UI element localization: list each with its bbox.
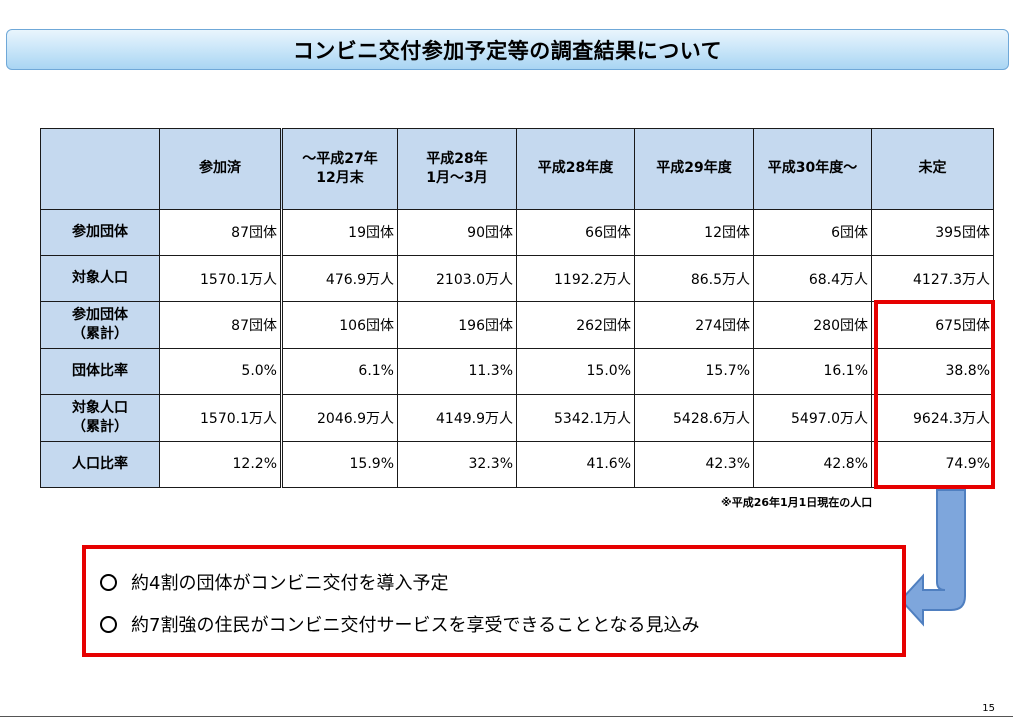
- footnote: ※平成26年1月1日現在の人口: [721, 496, 873, 509]
- table-cell: 5.0%: [159, 347, 282, 396]
- table-cell: 41.6%: [516, 440, 635, 489]
- table-cell: 86.5万人: [634, 255, 754, 303]
- table-cell: 1192.2万人: [516, 255, 635, 303]
- row-header: 参加団体 （累計）: [40, 301, 160, 349]
- footer-divider: [0, 716, 1013, 717]
- table-cell: 5497.0万人: [753, 394, 872, 442]
- row-header-line: （累計）: [72, 418, 128, 435]
- col-header: 平成28年度: [516, 128, 635, 210]
- circle-bullet-icon: [100, 615, 117, 633]
- title-bar: コンビニ交付参加予定等の調査結果について: [6, 29, 1009, 70]
- highlight-box-undecided: [874, 300, 995, 489]
- row-header: 対象人口 （累計）: [40, 394, 160, 442]
- table-cell: 2046.9万人: [280, 394, 398, 442]
- down-left-arrow-icon: [899, 489, 966, 627]
- table-cell: 11.3%: [397, 347, 517, 396]
- table-cell: 2103.0万人: [397, 255, 517, 303]
- survey-table: 参加済 ～平成27年 12月末 平成28年 1月～3月 平成28年度 平成29年…: [40, 128, 994, 489]
- table-cell: 42.8%: [753, 440, 872, 489]
- page-number: 15: [982, 703, 995, 714]
- table-cell: 12.2%: [159, 440, 282, 489]
- row-header-line: 参加団体: [72, 223, 128, 240]
- col-header: 平成30年度～: [753, 128, 872, 210]
- table-cell: 106団体: [280, 301, 398, 349]
- row-header: 団体比率: [40, 347, 160, 396]
- table-row: 参加団体 （累計） 87団体 106団体 196団体 262団体 274団体 280団体 675…: [40, 301, 994, 349]
- row-header: 参加団体: [40, 208, 160, 257]
- row-header-line: 人口比率: [72, 455, 128, 472]
- table-cell: 280団体: [753, 301, 872, 349]
- table-cell: 15.9%: [280, 440, 398, 489]
- table-cell: 87団体: [159, 301, 282, 349]
- table-cell: 68.4万人: [753, 255, 872, 303]
- table-row: 人口比率 12.2% 15.9% 32.3% 41.6% 42.3% 42.8% 74.9%: [40, 440, 994, 489]
- table-row: 対象人口 1570.1万人 476.9万人 2103.0万人 1192.2万人 86.5万…: [40, 255, 994, 303]
- table-row: 団体比率 5.0% 6.1% 11.3% 15.0% 15.7% 16.1% 38.8%: [40, 347, 994, 396]
- col-header-line: ～平成27年: [302, 150, 378, 167]
- table-cell: 274団体: [634, 301, 754, 349]
- col-header-line: 1月～3月: [426, 169, 488, 186]
- table-cell: 12団体: [634, 208, 754, 257]
- table-cell: 15.7%: [634, 347, 754, 396]
- col-header: 平成29年度: [634, 128, 754, 210]
- table-cell: 74.9%: [871, 440, 994, 489]
- summary-item: 約4割の団体がコンビニ交付を導入予定: [100, 569, 448, 595]
- col-header: 参加済: [159, 128, 282, 210]
- table-cell: 5342.1万人: [516, 394, 635, 442]
- table-cell: 196団体: [397, 301, 517, 349]
- corner-cell: [40, 128, 160, 210]
- table-cell: 1570.1万人: [159, 255, 282, 303]
- summary-item: 約7割強の住民がコンビニ交付サービスを享受できることとなる見込み: [100, 611, 700, 637]
- table-row: 対象人口 （累計） 1570.1万人 2046.9万人 4149.9万人 5342.1万人…: [40, 394, 994, 442]
- table-cell: 6団体: [753, 208, 872, 257]
- row-header: 対象人口: [40, 255, 160, 303]
- table-cell: 90団体: [397, 208, 517, 257]
- col-header: ～平成27年 12月末: [280, 128, 398, 210]
- circle-bullet-icon: [100, 573, 117, 591]
- table-cell: 5428.6万人: [634, 394, 754, 442]
- row-header: 人口比率: [40, 440, 160, 489]
- summary-text: 約7割強の住民がコンビニ交付サービスを享受できることとなる見込み: [131, 615, 700, 636]
- table-cell: 87団体: [159, 208, 282, 257]
- col-header-line: 平成28年: [426, 150, 488, 167]
- table-cell: 262団体: [516, 301, 635, 349]
- table-cell: 4149.9万人: [397, 394, 517, 442]
- col-header: 平成28年 1月～3月: [397, 128, 517, 210]
- summary-text: 約4割の団体がコンビニ交付を導入予定: [131, 573, 449, 594]
- table-body: 参加団体 87団体 19団体 90団体 66団体 12団体 6団体 395団体 対象人口 1570…: [40, 208, 994, 489]
- table-cell: 19団体: [280, 208, 398, 257]
- row-header-line: （累計）: [72, 326, 128, 343]
- row-header-line: 対象人口: [72, 270, 128, 287]
- table-cell: 32.3%: [397, 440, 517, 489]
- table-cell: 4127.3万人: [871, 255, 994, 303]
- table-cell: 476.9万人: [280, 255, 398, 303]
- summary-box: 約4割の団体がコンビニ交付を導入予定 約7割強の住民がコンビニ交付サービスを享受…: [82, 545, 906, 657]
- col-header: 未定: [871, 128, 994, 210]
- header-row: 参加済 ～平成27年 12月末 平成28年 1月～3月 平成28年度 平成29年…: [40, 128, 994, 210]
- table-cell: 66団体: [516, 208, 635, 257]
- table-row: 参加団体 87団体 19団体 90団体 66団体 12団体 6団体 395団体: [40, 208, 994, 257]
- row-header-line: 参加団体: [72, 307, 128, 324]
- table-cell: 6.1%: [280, 347, 398, 396]
- row-header-line: 団体比率: [72, 363, 128, 380]
- table-cell: 15.0%: [516, 347, 635, 396]
- col-header-line: 12月末: [316, 169, 364, 186]
- table-cell: 675団体: [871, 301, 994, 349]
- row-header-line: 対象人口: [72, 399, 128, 416]
- table-cell: 16.1%: [753, 347, 872, 396]
- table-cell: 42.3%: [634, 440, 754, 489]
- table-cell: 395団体: [871, 208, 994, 257]
- page-title: コンビニ交付参加予定等の調査結果について: [292, 38, 723, 63]
- table-cell: 1570.1万人: [159, 394, 282, 442]
